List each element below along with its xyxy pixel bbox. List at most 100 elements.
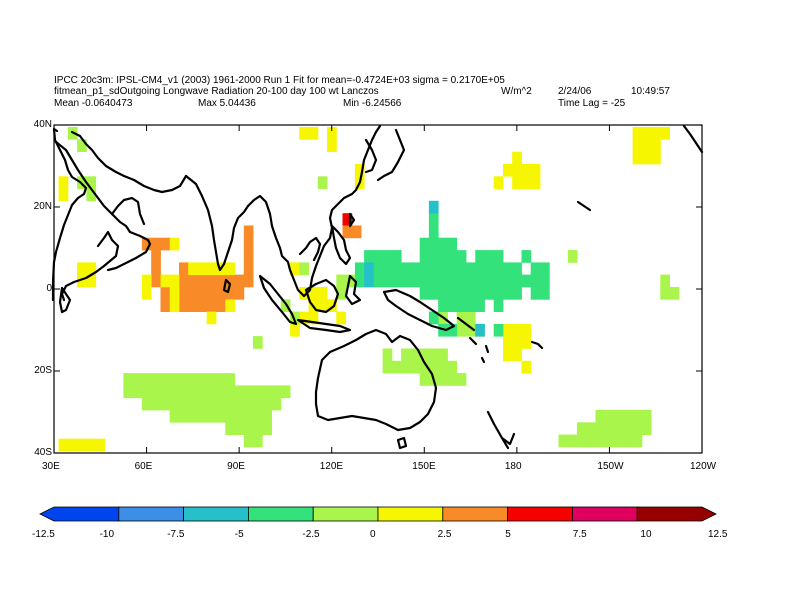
field-cell [438, 287, 448, 300]
field-cell [206, 299, 217, 312]
field-cell [188, 262, 198, 276]
field-cell [669, 287, 680, 300]
field-cell [141, 385, 152, 399]
field-cell [299, 262, 309, 276]
field-cell [342, 225, 353, 239]
field-cell [243, 262, 254, 276]
field-cell [577, 422, 587, 435]
field-cell [206, 262, 217, 276]
field-cell [512, 348, 522, 362]
field-cell [169, 287, 180, 300]
field-cell [456, 250, 467, 263]
field-cell [419, 348, 430, 362]
field-cell [216, 373, 226, 386]
field-cell [262, 397, 272, 411]
field-cell [438, 262, 448, 276]
field-cell [632, 139, 643, 152]
colorbar-box [442, 506, 508, 522]
field-cell [475, 323, 485, 337]
field-cell [197, 299, 208, 312]
field-cell [160, 274, 171, 288]
field-cell [401, 360, 411, 374]
colorbar-label: -12.5 [32, 529, 55, 540]
field-cell [151, 274, 161, 288]
coast-red-sea [54, 140, 132, 234]
field-cell [243, 274, 254, 288]
field-cell [169, 397, 180, 411]
field-cell [58, 176, 69, 189]
field-cell [188, 287, 198, 300]
lat-label: 0 [46, 283, 52, 294]
field-cell [410, 274, 421, 288]
colorbar-label: -2.5 [302, 529, 320, 540]
coast-australia [314, 328, 438, 432]
field-cell [188, 373, 198, 386]
colorbar-box [39, 506, 120, 522]
field-cell [447, 250, 458, 263]
field-cell [540, 274, 550, 288]
field-cell [503, 287, 513, 300]
field-cell [632, 151, 643, 165]
field-cell [188, 299, 198, 312]
field-cell [641, 422, 652, 435]
field-cell [465, 323, 476, 337]
field-cell [493, 287, 504, 300]
field-cell [354, 262, 365, 276]
header-min: Min -6.24566 [343, 98, 402, 109]
field-cell [169, 237, 180, 251]
field-cell [632, 409, 643, 423]
field-cell [428, 237, 439, 251]
coast-fiji [530, 340, 544, 350]
field-cell [225, 287, 235, 300]
field-cell [391, 262, 402, 276]
field-cell [465, 299, 476, 312]
field-cell [493, 250, 504, 263]
field-cell [475, 287, 485, 300]
field-cell [456, 274, 467, 288]
coastlines [51, 124, 704, 450]
field-cell [234, 385, 245, 399]
field-cell [262, 409, 272, 423]
coast-gulf [110, 196, 146, 226]
field-cell [354, 274, 365, 288]
coast-vanuatu [480, 344, 490, 364]
field-cell [391, 360, 402, 374]
field-cell [521, 274, 532, 288]
field-cell [512, 163, 522, 177]
field-cell [197, 373, 208, 386]
field-cell [160, 385, 171, 399]
field-cell [456, 262, 467, 276]
field-cell [336, 311, 346, 325]
coast-persia [70, 130, 188, 194]
field-cell [197, 287, 208, 300]
field-cell [132, 373, 143, 386]
field-cell [151, 385, 161, 399]
field-cell [253, 336, 263, 349]
field-cell [225, 299, 235, 312]
colorbar-box [636, 506, 717, 522]
field-cell [660, 274, 670, 288]
header-units: W/m^2 [501, 86, 532, 97]
field-cell [512, 323, 522, 337]
field-cell [234, 409, 245, 423]
colorbar-box [118, 506, 185, 522]
field-cell [160, 397, 171, 411]
coast-arabia-east [106, 230, 152, 272]
field-cell [225, 397, 235, 411]
field-cell [179, 397, 189, 411]
field-cell [67, 438, 78, 452]
field-cell [86, 262, 97, 276]
field-cell [503, 348, 513, 362]
field-cell [465, 311, 476, 325]
coast-indochina [302, 124, 382, 298]
coast-bay-bengal [246, 194, 306, 298]
field-cell [216, 385, 226, 399]
field-cell [160, 287, 171, 300]
field-cell [419, 287, 430, 300]
field-cell [216, 287, 226, 300]
field-cell [438, 250, 448, 263]
field-cell [391, 250, 402, 263]
field-cell [364, 262, 374, 276]
coast-india [184, 174, 250, 272]
field-cell [447, 373, 458, 386]
